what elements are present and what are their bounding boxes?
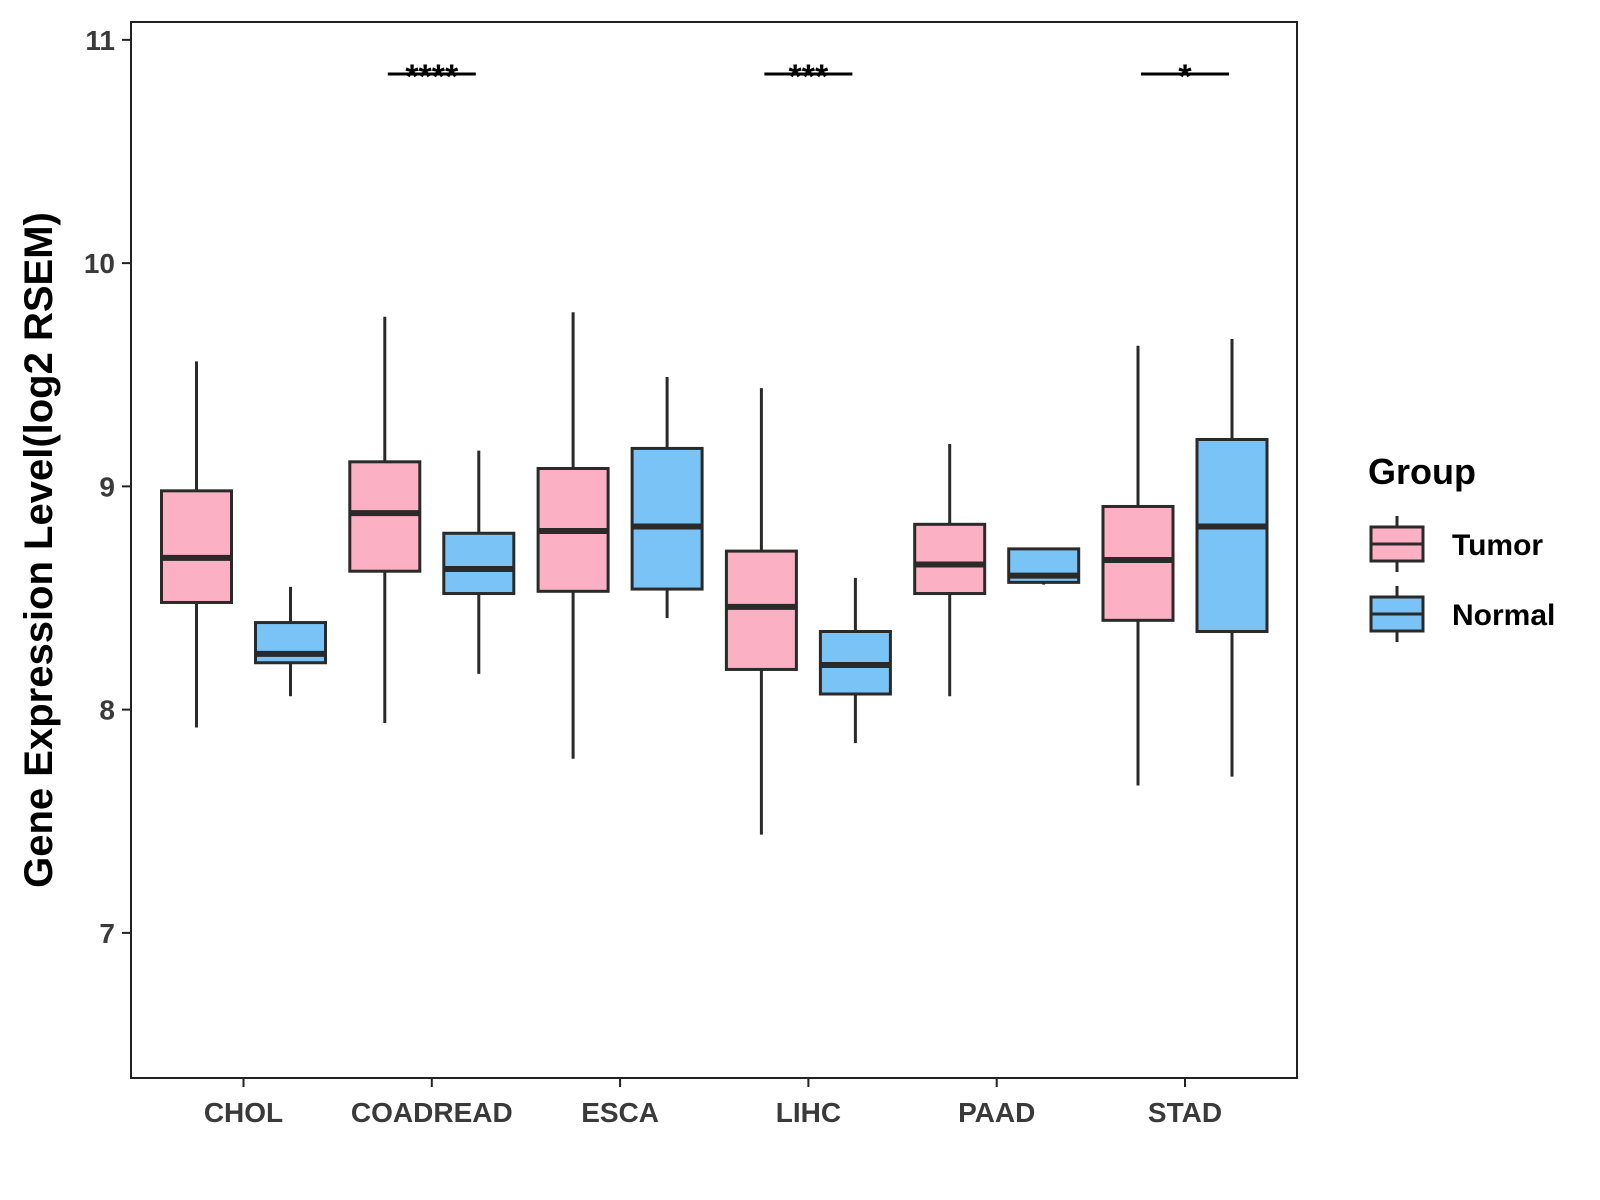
x-tick-label-lihc: LIHC [776,1097,841,1128]
legend-item-tumor: Tumor [1369,516,1543,572]
x-tick-label-stad: STAD [1148,1097,1222,1128]
iqr-box [724,549,798,671]
box-normal-chol [254,586,327,697]
iqr-box [442,531,516,596]
legend-title: Group [1368,451,1476,492]
y-tick-label: 10 [84,248,115,279]
iqr-box [1101,504,1175,622]
box-tumor-chol [160,361,233,728]
legend-label: Tumor [1452,529,1543,562]
box-normal-esca [630,376,704,619]
iqr-box [348,460,422,573]
box-tumor-lihc [724,388,798,835]
significance-annotations: **** *** * [387,58,1229,96]
x-tick-label-paad: PAAD [958,1097,1035,1128]
y-tick-label: 9 [99,471,115,502]
legend-item-normal: Normal [1369,586,1555,642]
legend: Group Tumor Normal [1368,451,1555,642]
y-tick-label: 8 [99,695,115,726]
y-axis: 7 8 9 10 11 [84,25,131,949]
y-tick-label: 11 [85,25,115,56]
x-tick-label-coadread: COADREAD [351,1097,513,1128]
box-normal-lihc [818,577,892,744]
significance-label: * [1178,58,1192,96]
y-axis-title: Gene Expression Level(log2 RSEM) [17,212,61,888]
iqr-box [1195,437,1269,633]
x-tick-label-chol: CHOL [204,1097,283,1128]
box-tumor-esca [536,312,610,759]
box-normal-coadread [442,450,516,674]
box-normal-paad [1007,547,1081,585]
significance-label: **** [405,58,459,96]
iqr-box [913,522,987,596]
legend-label: Normal [1452,599,1555,632]
iqr-box [630,446,704,591]
plot-panel-border [130,21,1298,1079]
boxes-layer [160,312,1269,835]
box-tumor-paad [913,443,987,697]
box-tumor-stad [1101,345,1175,786]
x-tick-label-esca: ESCA [581,1097,659,1128]
box-tumor-coadread [348,316,422,724]
iqr-box [160,489,233,604]
box-normal-stad [1195,339,1269,777]
y-tick-label: 7 [99,918,115,949]
significance-label: *** [789,58,829,96]
x-axis: CHOL COADREAD ESCA LIHC PAAD STAD [204,1078,1222,1128]
